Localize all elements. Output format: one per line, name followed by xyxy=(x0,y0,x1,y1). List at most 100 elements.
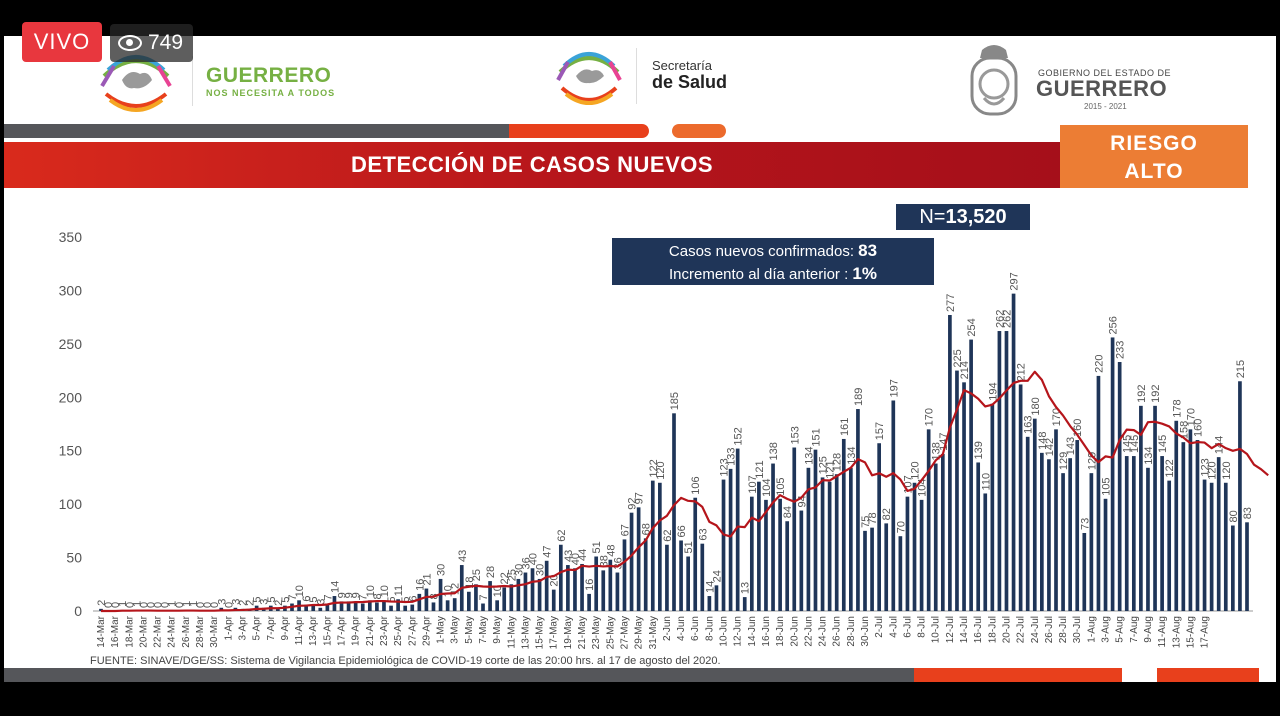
bar xyxy=(749,496,754,611)
viewer-count: 749 xyxy=(110,24,194,62)
cases-chart: 0501001502002503003502001010000101100030… xyxy=(59,229,1269,649)
data-label: 192 xyxy=(1136,384,1148,402)
x-tick-label: 15-Apr xyxy=(322,615,333,646)
data-label: 134 xyxy=(846,446,858,464)
data-label: 0 xyxy=(138,602,150,608)
data-label: 297 xyxy=(1009,272,1021,290)
data-label: 84 xyxy=(782,506,794,518)
data-label: 78 xyxy=(867,512,879,524)
x-tick-label: 21-May xyxy=(577,616,588,649)
data-label: 1 xyxy=(181,601,193,607)
x-tick-label: 24-Mar xyxy=(167,615,178,647)
x-tick-label: 8-Jun xyxy=(704,616,715,641)
bar xyxy=(679,540,683,611)
bar xyxy=(841,438,846,611)
x-tick-label: 20-Jul xyxy=(1001,616,1012,643)
data-label: 13 xyxy=(740,582,752,594)
x-tick-label: 11-Aug xyxy=(1157,616,1168,648)
x-tick-label: 16-Mar xyxy=(110,615,121,647)
data-label: 163 xyxy=(1023,415,1035,433)
bar xyxy=(1110,337,1115,611)
brand-name: GUERRERO xyxy=(206,64,332,87)
bar xyxy=(834,474,839,611)
bar xyxy=(445,600,450,611)
data-label: 10 xyxy=(365,585,377,597)
bar xyxy=(693,497,698,611)
data-label: 16 xyxy=(584,579,596,591)
x-tick-label: 2-Jul xyxy=(874,616,885,638)
x-tick-label: 30-Jul xyxy=(1072,616,1083,643)
data-label: 70 xyxy=(895,521,907,533)
data-label: 138 xyxy=(768,442,780,460)
data-label: 7 xyxy=(322,594,334,600)
data-label: 1 xyxy=(117,601,129,607)
data-label: 83 xyxy=(1242,507,1254,519)
top-stripe-grey xyxy=(4,124,509,138)
bar xyxy=(827,481,832,611)
data-label: 47 xyxy=(542,546,554,558)
bar xyxy=(396,599,400,611)
bar xyxy=(1032,418,1037,611)
data-label: 9 xyxy=(344,592,356,598)
data-label: 62 xyxy=(662,530,674,542)
data-label: 254 xyxy=(966,318,978,336)
data-label: 233 xyxy=(1115,341,1127,359)
bar xyxy=(891,400,896,611)
bar xyxy=(792,447,797,611)
bar xyxy=(481,603,485,611)
bar xyxy=(665,544,669,611)
x-tick-label: 29-May xyxy=(634,616,645,649)
top-stripe-orange xyxy=(672,124,726,138)
data-label: 63 xyxy=(697,528,709,540)
data-label: 129 xyxy=(1058,452,1070,470)
x-tick-label: 9-Aug xyxy=(1143,616,1154,643)
bar xyxy=(650,480,655,611)
y-tick-label: 250 xyxy=(59,336,83,352)
x-tick-label: 20-Mar xyxy=(138,615,149,647)
bar xyxy=(551,589,556,611)
data-label: 122 xyxy=(648,459,660,477)
bar xyxy=(714,585,719,611)
data-label: 36 xyxy=(520,557,532,569)
data-label: 7 xyxy=(287,594,299,600)
bar xyxy=(707,596,712,611)
bar xyxy=(1061,473,1065,611)
x-tick-label: 16-Jul xyxy=(973,616,984,643)
daily-summary-box: Casos nuevos confirmados: 83 Incremento … xyxy=(612,238,934,285)
x-tick-label: 15-Aug xyxy=(1185,616,1196,648)
data-label: 142 xyxy=(1044,438,1056,456)
bar xyxy=(537,578,542,611)
x-tick-label: 7-Apr xyxy=(266,615,277,640)
data-label: 160 xyxy=(1192,419,1204,437)
bar xyxy=(1004,331,1009,611)
bottom-stripe-grey xyxy=(4,668,914,682)
data-label: 277 xyxy=(945,294,957,312)
slide: GUERRERO NOS NECESITA A TODOS Secretaría… xyxy=(4,36,1276,682)
data-label: 3 xyxy=(230,599,242,605)
x-tick-label: 5-Aug xyxy=(1115,616,1126,643)
data-label: 48 xyxy=(605,544,617,556)
bar xyxy=(1096,375,1101,611)
data-label: 7 xyxy=(358,594,370,600)
data-label: 110 xyxy=(980,473,992,491)
top-stripe-red xyxy=(509,124,649,138)
x-tick-label: 30-Jun xyxy=(860,616,871,647)
data-label: 0 xyxy=(195,602,207,608)
data-label: 145 xyxy=(1157,435,1169,453)
bar xyxy=(1181,442,1186,611)
bar xyxy=(474,584,478,611)
data-label: 0 xyxy=(174,602,186,608)
data-label: 106 xyxy=(690,476,702,494)
data-label: 0 xyxy=(153,602,165,608)
x-tick-label: 11-Apr xyxy=(294,615,305,645)
data-label: 73 xyxy=(1079,518,1091,530)
data-label: 1 xyxy=(167,601,179,607)
stream-top-bar xyxy=(0,0,1280,36)
data-label: 120 xyxy=(655,461,667,479)
bar xyxy=(1025,436,1030,611)
data-label: 148 xyxy=(1037,431,1049,449)
bar xyxy=(1040,452,1044,611)
data-label: 6 xyxy=(301,595,313,601)
data-label: 139 xyxy=(973,441,985,459)
data-label: 0 xyxy=(209,602,221,608)
